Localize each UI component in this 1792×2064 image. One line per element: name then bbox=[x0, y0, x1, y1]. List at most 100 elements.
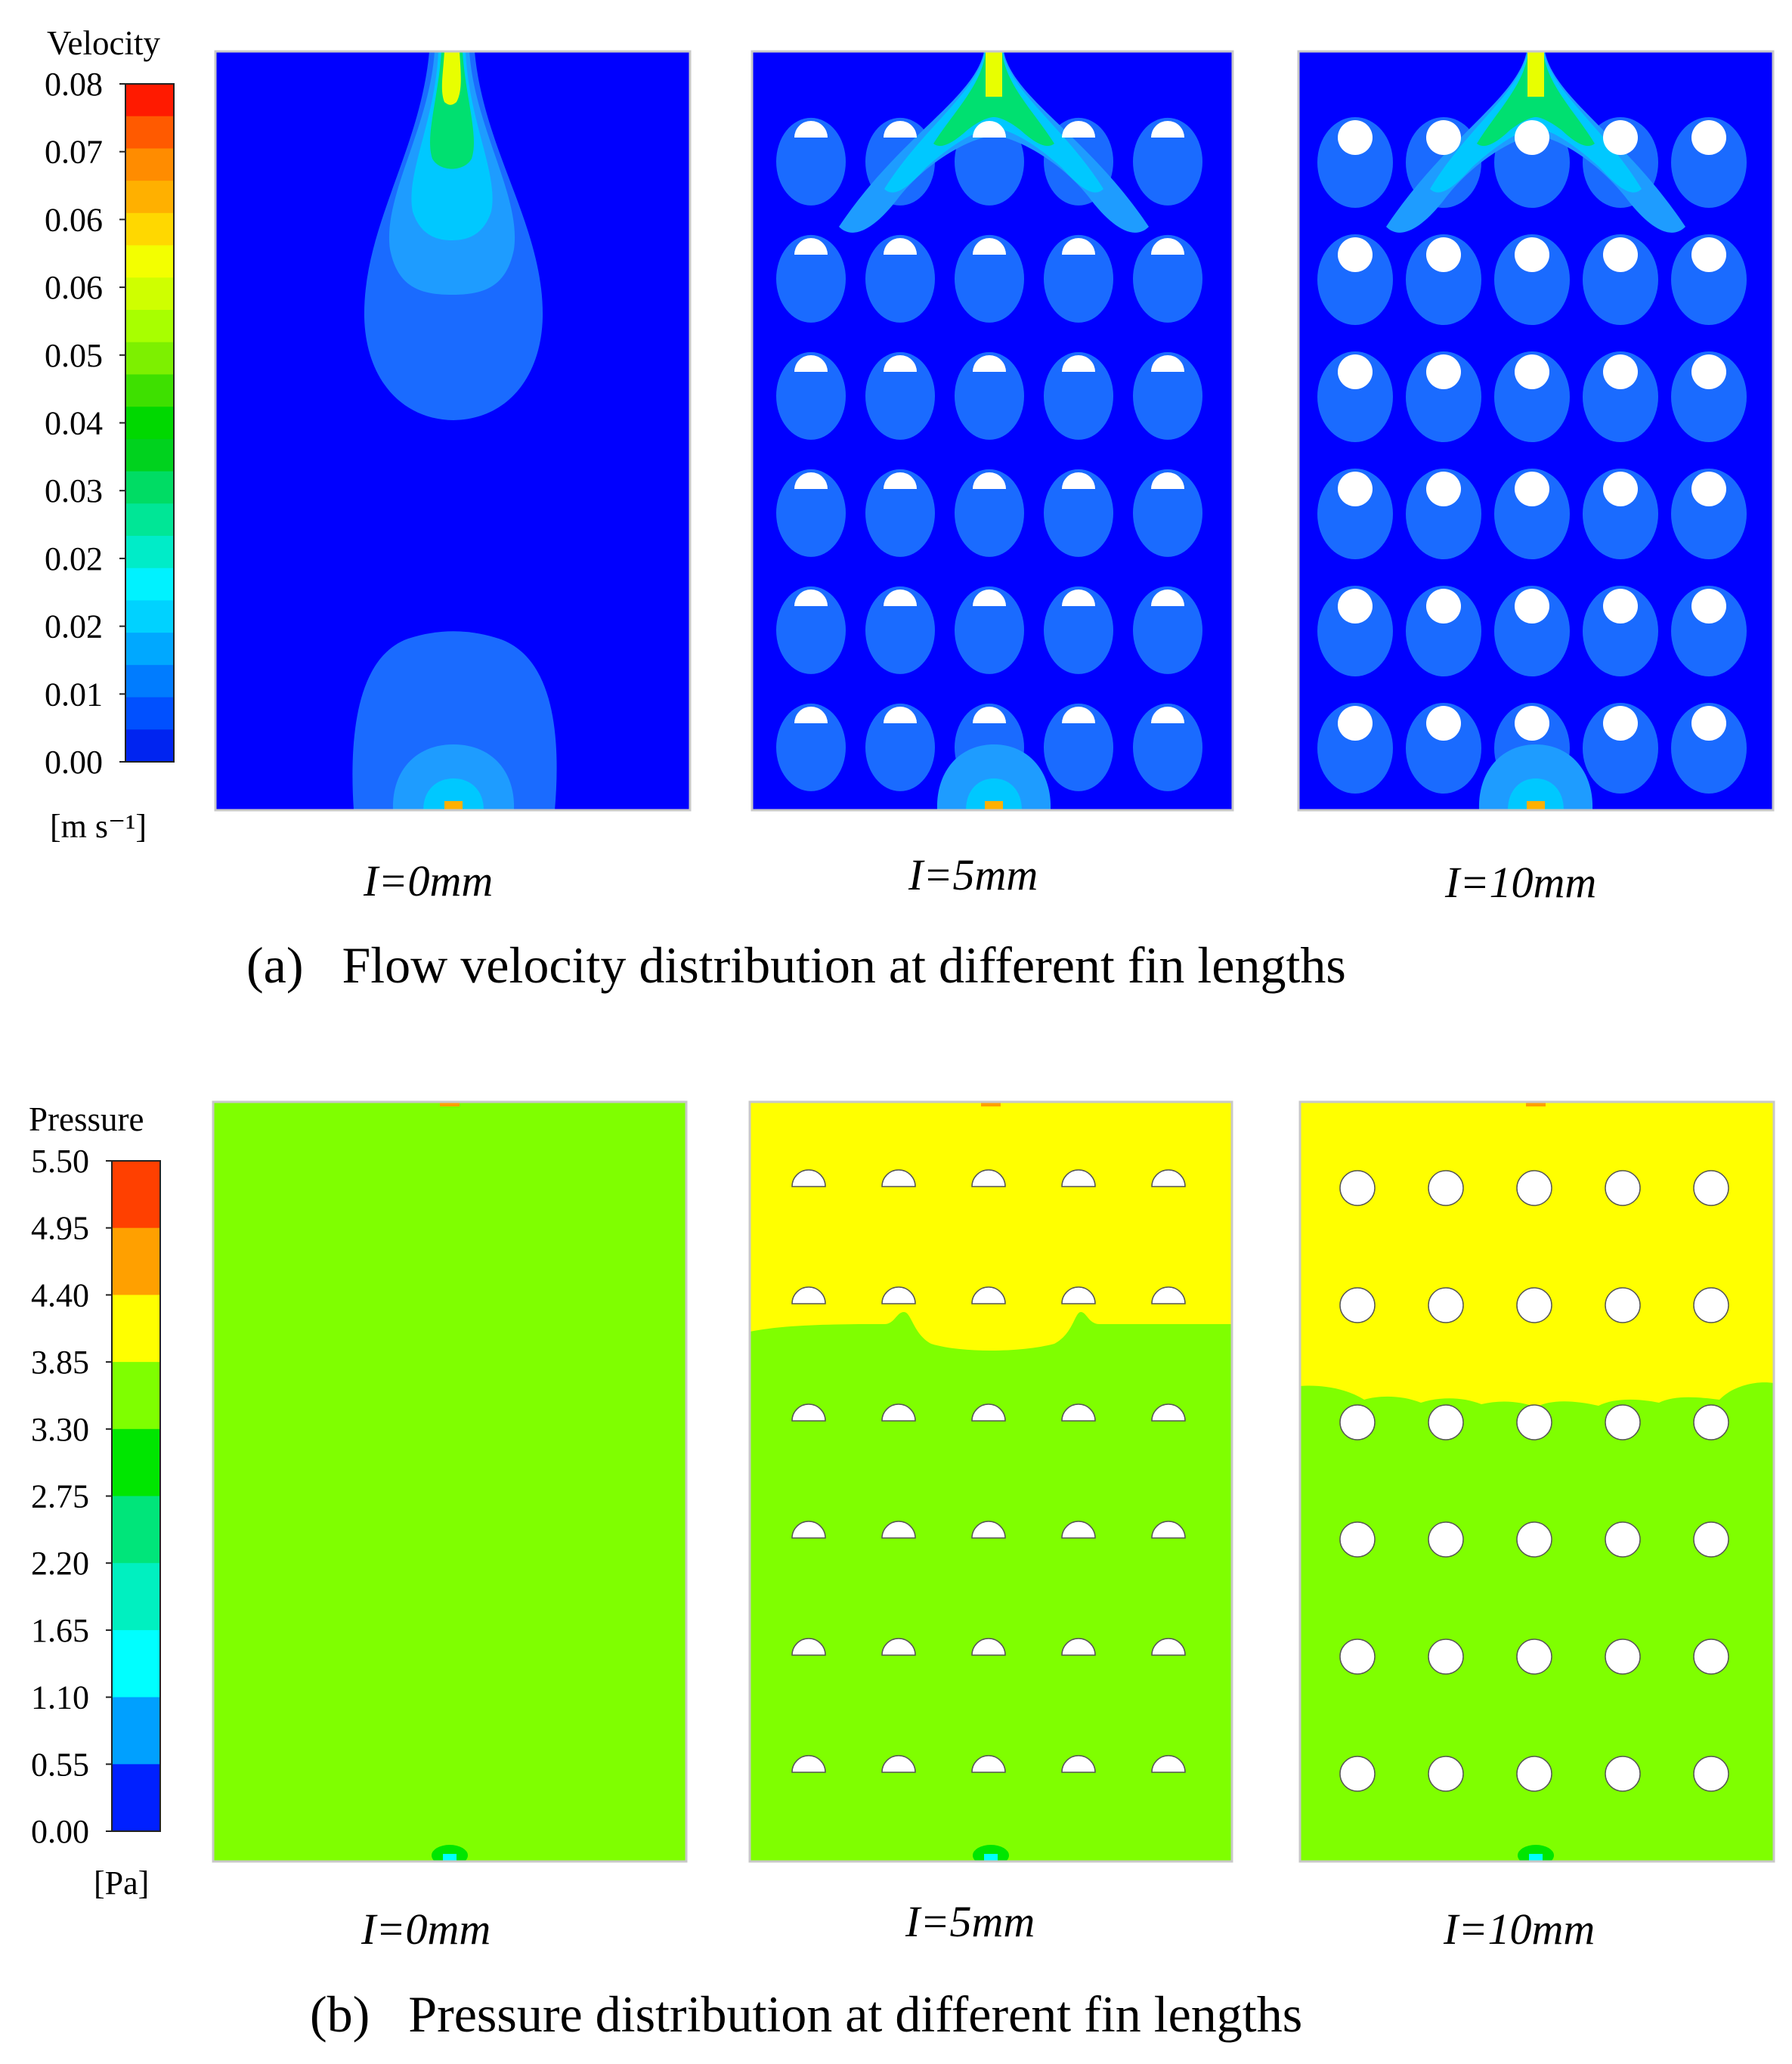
fin-circle bbox=[1428, 1287, 1464, 1323]
fin-half-circle bbox=[1061, 1169, 1096, 1187]
fin-half-circle bbox=[1151, 1169, 1186, 1187]
colorbar-segment bbox=[125, 471, 174, 504]
pressure-inlet-marker bbox=[440, 1102, 460, 1106]
pressure-outlet-green bbox=[432, 1845, 468, 1861]
velocity-fins bbox=[1338, 120, 1726, 741]
colorbar-segment bbox=[125, 342, 174, 376]
fin-wake bbox=[1583, 234, 1658, 325]
fin-wake bbox=[1317, 469, 1393, 559]
fin-half-circle bbox=[1062, 472, 1095, 489]
pressure-inlet-marker bbox=[981, 1102, 1001, 1106]
fin-half-circle bbox=[1151, 121, 1184, 138]
pressure-colorbar bbox=[111, 1160, 161, 1832]
fin-circle bbox=[1428, 1170, 1464, 1206]
colorbar-tick-label: 1.65 bbox=[31, 1612, 89, 1649]
fin-circle bbox=[1426, 120, 1461, 155]
fin-wake bbox=[955, 351, 1024, 440]
pressure-panel-5mm-border bbox=[748, 1100, 1233, 1863]
colorbar-tick-label: 3.85 bbox=[31, 1344, 89, 1381]
fin-half-circle bbox=[1151, 238, 1184, 255]
velocity-outlet-core bbox=[1508, 778, 1564, 810]
fin-circle bbox=[1426, 237, 1461, 272]
pressure-panel-5mm bbox=[750, 1102, 1232, 1861]
fin-wake bbox=[865, 469, 935, 557]
colorbar-segment bbox=[125, 729, 174, 763]
fin-wake bbox=[955, 234, 1024, 323]
fin-wake bbox=[1044, 703, 1113, 791]
fin-circle bbox=[1603, 472, 1638, 506]
velocity-inlet-peak bbox=[986, 51, 1002, 97]
fin-half-circle bbox=[1062, 121, 1095, 138]
fin-half-circle bbox=[1061, 1403, 1096, 1422]
pressure-field-high bbox=[1300, 1102, 1774, 1407]
velocity-outlet-dome-inner bbox=[392, 744, 515, 810]
fin-circle bbox=[1515, 354, 1549, 389]
fin-circle bbox=[1426, 472, 1461, 506]
colorbar-tick-label: 0.06 bbox=[45, 269, 103, 306]
fin-wake bbox=[1317, 586, 1393, 676]
colorbar-segment bbox=[125, 536, 174, 569]
pressure-outlet-green bbox=[1518, 1845, 1554, 1861]
fin-wake bbox=[1406, 469, 1481, 559]
fin-half-circle bbox=[973, 238, 1006, 255]
fin-circle bbox=[1428, 1521, 1464, 1558]
fin-circle bbox=[1693, 1521, 1729, 1558]
velocity-panel-label-0mm: I=0mm bbox=[363, 856, 493, 905]
fin-circle bbox=[1428, 1756, 1464, 1792]
fin-wake bbox=[1406, 234, 1481, 325]
fin-circle bbox=[1605, 1170, 1641, 1206]
velocity-legend: Velocity 0.080.070.060.060.050.040.030.0… bbox=[45, 24, 175, 845]
fin-half-circle bbox=[884, 121, 917, 138]
fin-wake bbox=[1494, 469, 1570, 559]
fin-half-circle bbox=[791, 1169, 826, 1187]
fin-half-circle bbox=[973, 472, 1006, 489]
fin-wake bbox=[1133, 586, 1202, 674]
fin-wake bbox=[865, 703, 935, 791]
fin-wake bbox=[1671, 234, 1747, 325]
colorbar-tick-label: 0.02 bbox=[45, 540, 103, 577]
fin-circle bbox=[1428, 1639, 1464, 1675]
fin-circle bbox=[1516, 1756, 1552, 1792]
pressure-unit: [Pa] bbox=[94, 1864, 149, 1902]
fin-wake bbox=[776, 117, 846, 206]
velocity-outlet-region bbox=[936, 744, 1051, 810]
fin-wake bbox=[1317, 234, 1393, 325]
velocity-panel-0mm bbox=[215, 51, 690, 810]
colorbar-segment bbox=[112, 1629, 160, 1698]
fin-wake bbox=[776, 234, 846, 323]
colorbar-tick-label: 2.75 bbox=[31, 1478, 89, 1515]
velocity-panel-10mm bbox=[1298, 51, 1773, 810]
pressure-field-high bbox=[750, 1102, 1232, 1351]
fin-half-circle bbox=[791, 1755, 826, 1773]
fin-circle bbox=[1603, 237, 1638, 272]
fin-half-circle bbox=[1061, 1755, 1096, 1773]
fin-circle bbox=[1605, 1404, 1641, 1440]
fin-half-circle bbox=[794, 589, 828, 606]
fin-wake bbox=[1494, 351, 1570, 442]
fin-wake bbox=[1494, 234, 1570, 325]
fin-circle bbox=[1693, 1639, 1729, 1675]
fin-circle bbox=[1691, 354, 1726, 389]
fin-circle bbox=[1426, 354, 1461, 389]
colorbar-segment bbox=[125, 374, 174, 407]
fin-half-circle bbox=[1151, 472, 1184, 489]
fin-wake bbox=[776, 469, 846, 557]
fin-half-circle bbox=[794, 121, 828, 138]
pressure-outlet-green bbox=[973, 1845, 1009, 1861]
fin-wake bbox=[1494, 586, 1570, 676]
pressure-fins bbox=[791, 1169, 1186, 1773]
fin-circle bbox=[1516, 1404, 1552, 1440]
colorbar-segment bbox=[112, 1697, 160, 1765]
colorbar-segment bbox=[125, 633, 174, 666]
colorbar-tick-label: 1.10 bbox=[31, 1679, 89, 1716]
pressure-legend-title: Pressure bbox=[29, 1100, 144, 1138]
colorbar-tick-label: 0.55 bbox=[31, 1746, 89, 1783]
fin-half-circle bbox=[881, 1638, 916, 1656]
colorbar-tick-label: 0.02 bbox=[45, 608, 103, 645]
fin-circle bbox=[1338, 706, 1373, 741]
fin-half-circle bbox=[1151, 1638, 1186, 1656]
velocity-unit: [m s⁻¹] bbox=[50, 808, 147, 845]
fin-circle bbox=[1338, 472, 1373, 506]
pressure-field bbox=[213, 1102, 686, 1861]
